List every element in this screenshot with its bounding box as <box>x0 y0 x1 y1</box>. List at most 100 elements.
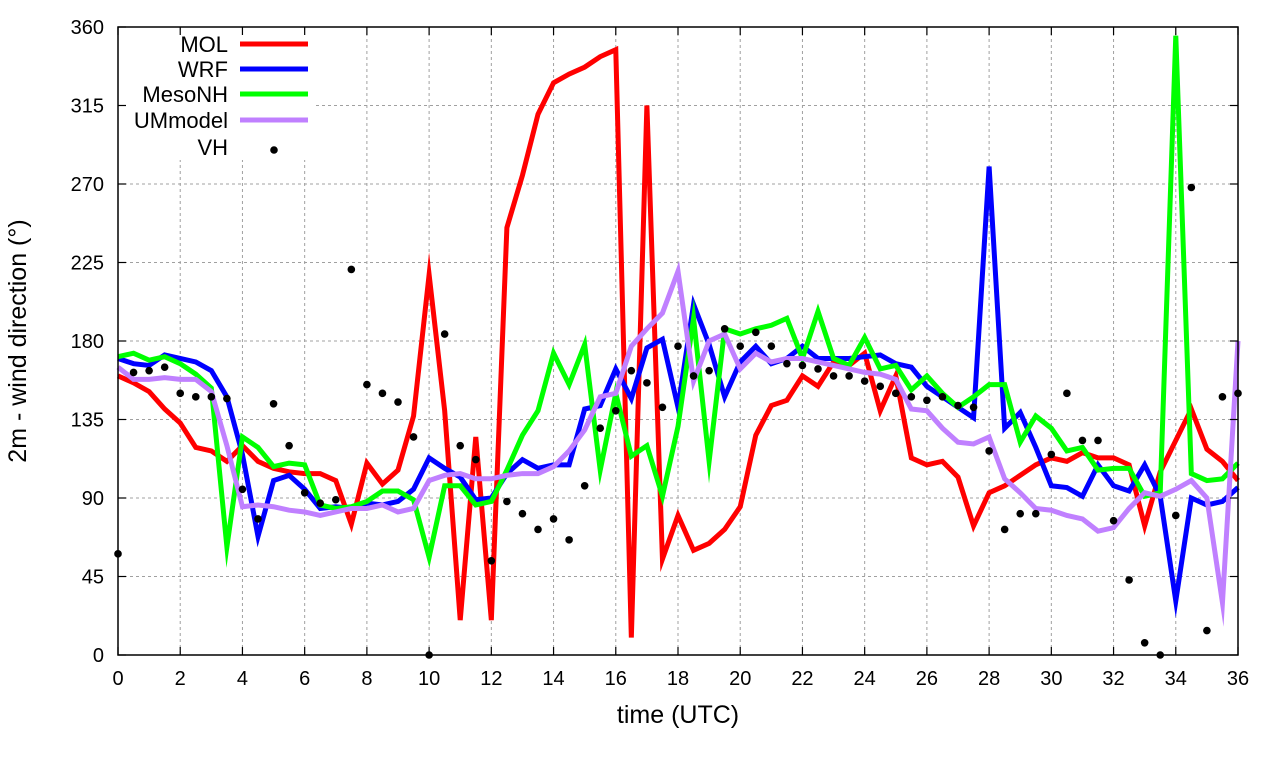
legend-label-ummodel: UMmodel <box>134 108 228 133</box>
data-point-vh <box>394 398 402 406</box>
data-point-vh <box>347 265 356 274</box>
data-point-vh <box>954 401 962 410</box>
x-tick-label: 12 <box>480 668 502 690</box>
data-point-vh <box>1000 525 1009 534</box>
data-point-vh <box>720 324 729 333</box>
data-point-vh <box>565 536 573 544</box>
data-point-vh <box>1218 393 1227 401</box>
legend-label-mol: MOL <box>180 32 228 57</box>
data-point-vh <box>300 488 309 497</box>
data-point-vh <box>596 424 605 433</box>
data-point-vh <box>440 330 449 338</box>
data-point-vh <box>1109 516 1118 525</box>
data-point-vh <box>207 393 216 401</box>
data-point-vh <box>580 481 589 490</box>
data-point-vh <box>751 328 760 337</box>
data-point-vh <box>1203 626 1211 635</box>
data-point-vh <box>1125 576 1133 584</box>
legend-swatch-vh <box>270 146 278 154</box>
data-point-vh <box>254 515 262 523</box>
series-line-mesonh <box>117 35 1240 568</box>
data-point-vh <box>923 396 931 405</box>
data-point-vh <box>705 366 713 375</box>
data-point-vh <box>814 365 822 373</box>
data-point-vh <box>627 366 636 375</box>
data-point-vh <box>316 499 325 508</box>
data-point-vh <box>985 447 993 455</box>
data-point-vh <box>1187 183 1196 192</box>
data-point-vh <box>191 393 200 401</box>
data-point-vh <box>487 557 496 565</box>
data-point-vh <box>285 441 293 450</box>
legend-label-mesonh: MesoNH <box>142 82 228 107</box>
x-tick-label: 24 <box>854 668 876 690</box>
data-point-vh <box>736 342 745 351</box>
x-axis-label: time (UTC) <box>617 701 739 729</box>
x-tick-label: 14 <box>542 668 564 690</box>
y-tick-label: 270 <box>71 174 104 196</box>
y-tick-label: 180 <box>71 331 104 353</box>
data-point-vh <box>783 359 791 368</box>
data-point-vh <box>798 361 807 370</box>
legend-label-vh: VH <box>197 135 228 160</box>
data-point-vh <box>363 380 371 389</box>
data-point-vh <box>223 394 231 403</box>
x-tick-label: 36 <box>1227 668 1249 690</box>
data-point-vh <box>456 441 465 450</box>
x-tick-label: 6 <box>299 668 310 690</box>
data-point-vh <box>767 342 776 351</box>
y-axis-label: 2m - wind direction (°) <box>4 219 32 462</box>
x-tick-label: 18 <box>667 668 689 690</box>
grid <box>118 27 1238 655</box>
y-tick-label: 315 <box>71 96 104 118</box>
series-layer <box>114 35 1242 659</box>
x-tick-label: 28 <box>978 668 1000 690</box>
data-point-vh <box>176 389 185 398</box>
data-point-vh <box>145 366 153 375</box>
series-line-ummodel <box>116 261 1241 627</box>
y-tick-label: 0 <box>93 645 104 667</box>
data-point-vh <box>938 393 947 401</box>
x-tick-label: 26 <box>916 668 938 690</box>
x-tick-label: 2 <box>175 668 186 690</box>
data-point-vh <box>674 342 682 351</box>
x-tick-label: 0 <box>112 668 123 690</box>
data-point-vh <box>1063 389 1071 398</box>
data-point-vh <box>611 406 620 415</box>
data-point-vh <box>845 372 853 380</box>
y-tick-label: 135 <box>71 410 104 432</box>
ticks: 0 2 4 6 8 10 12 14 16 18 20 22 24 26 28 30 32 34 360459013… <box>71 17 1250 690</box>
data-point-vh <box>534 525 542 534</box>
data-point-vh <box>658 403 667 412</box>
data-point-vh <box>876 382 885 391</box>
x-tick-label: 32 <box>1102 668 1124 690</box>
x-tick-label: 8 <box>361 668 372 690</box>
data-point-vh <box>643 379 651 387</box>
data-point-vh <box>969 403 978 412</box>
x-tick-label: 10 <box>418 668 440 690</box>
data-point-vh <box>409 433 418 441</box>
data-point-vh <box>160 363 169 371</box>
y-tick-label: 225 <box>71 253 104 275</box>
data-point-vh <box>1078 436 1087 445</box>
data-point-vh <box>1031 509 1040 518</box>
data-point-vh <box>269 400 278 408</box>
x-tick-label: 4 <box>237 668 248 690</box>
x-tick-label: 16 <box>605 668 627 690</box>
data-point-vh <box>238 485 247 494</box>
data-point-vh <box>378 389 387 398</box>
y-tick-label: 90 <box>82 488 104 510</box>
data-point-vh <box>860 377 869 385</box>
data-point-vh <box>1094 436 1102 445</box>
x-tick-label: 34 <box>1165 668 1187 690</box>
data-point-vh <box>471 455 480 464</box>
x-tick-label: 20 <box>729 668 751 690</box>
data-point-vh <box>891 389 900 398</box>
data-point-vh <box>331 495 340 504</box>
data-point-vh <box>829 372 838 380</box>
data-point-vh <box>549 515 558 523</box>
x-tick-label: 22 <box>791 668 813 690</box>
data-point-vh <box>1047 450 1056 459</box>
